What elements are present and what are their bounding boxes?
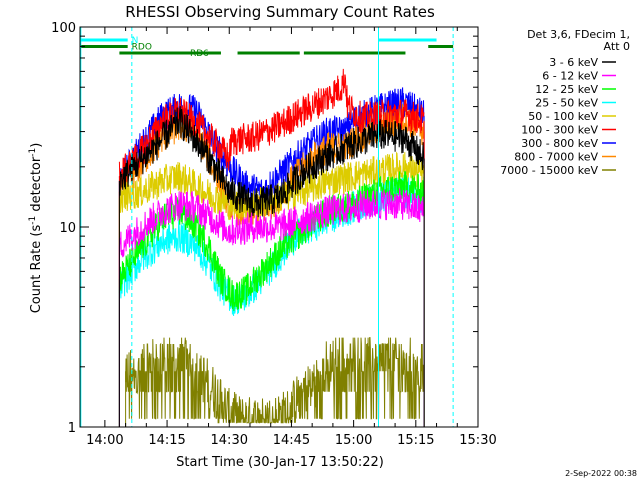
y-axis-label: Count Rate (s-1 detector-1) <box>28 143 44 314</box>
y-tick-label: 10 <box>59 221 76 236</box>
x-tick-label: 15:30 <box>459 433 496 448</box>
x-tick-label: 14:00 <box>86 433 123 448</box>
x-tick-label: 14:45 <box>273 433 310 448</box>
y-tick-label: 100 <box>51 21 76 36</box>
flag-label-1: RDO <box>132 43 152 53</box>
series-line-8 <box>125 337 425 424</box>
footer-timestamp: 2-Sep-2022 00:38 <box>565 469 637 478</box>
legend-label-7: 800 - 7000 keV <box>514 151 598 164</box>
series-line-7 <box>118 104 425 228</box>
x-axis-ticks: 14:00 14:15 14:30 14:45 15:00 15:15 15:30 <box>86 27 497 448</box>
y-label-sup2: -1 <box>28 148 38 157</box>
y-label-main: Count Rate (s <box>29 225 44 314</box>
y-label-mid: detector <box>29 156 44 216</box>
y-axis-ticks: 1 10 100 <box>51 21 478 436</box>
legend-header-1: Det 3,6, FDecim 1, <box>527 28 630 41</box>
legend-label-3: 25 - 50 keV <box>535 97 598 110</box>
legend-label-6: 300 - 800 keV <box>521 137 598 150</box>
plot-frame <box>79 26 479 428</box>
series-line-1 <box>118 188 425 258</box>
x-axis-label: Start Time (30-Jan-17 13:50:22) <box>176 455 384 470</box>
y-label-end: ) <box>29 143 44 148</box>
series-line-5 <box>118 68 425 189</box>
x-tick-label: 15:00 <box>335 433 372 448</box>
legend-header-2: Att 0 <box>604 40 630 53</box>
flag-label-0: N <box>132 36 139 46</box>
chart-title: RHESSI Observing Summary Count Rates <box>125 3 435 21</box>
series-line-3 <box>118 177 425 317</box>
legend-label-5: 100 - 300 keV <box>521 124 598 137</box>
legend-label-0: 3 - 6 keV <box>549 56 598 69</box>
x-tick-label: 14:15 <box>148 433 185 448</box>
legend-label-1: 6 - 12 keV <box>542 70 598 83</box>
y-label-sup1: -1 <box>28 216 38 225</box>
series-layer <box>118 68 425 427</box>
flag-label-2: RD6 <box>190 49 209 59</box>
legend-label-2: 12 - 25 keV <box>535 83 598 96</box>
x-tick-label: 15:15 <box>397 433 434 448</box>
y-tick-label: 1 <box>68 421 76 436</box>
legend-label-4: 50 - 100 keV <box>528 110 598 123</box>
x-tick-label: 14:30 <box>211 433 248 448</box>
legend-label-8: 7000 - 15000 keV <box>500 164 598 177</box>
series-line-0 <box>118 106 425 218</box>
